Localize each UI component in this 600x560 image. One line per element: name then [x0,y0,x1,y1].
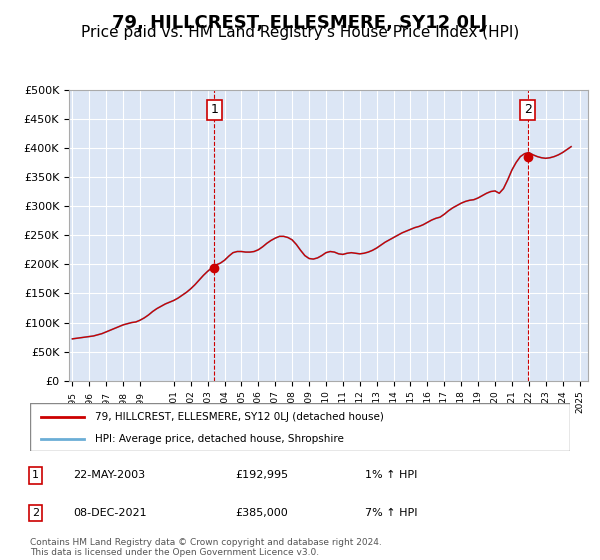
Text: £192,995: £192,995 [235,470,289,480]
Text: HPI: Average price, detached house, Shropshire: HPI: Average price, detached house, Shro… [95,434,344,444]
Text: 08-DEC-2021: 08-DEC-2021 [73,508,147,518]
Text: 7% ↑ HPI: 7% ↑ HPI [365,508,418,518]
Text: 79, HILLCREST, ELLESMERE, SY12 0LJ: 79, HILLCREST, ELLESMERE, SY12 0LJ [112,14,488,32]
Text: 1: 1 [32,470,39,480]
FancyBboxPatch shape [30,403,570,451]
Text: Contains HM Land Registry data © Crown copyright and database right 2024.
This d: Contains HM Land Registry data © Crown c… [30,538,382,557]
Text: Price paid vs. HM Land Registry's House Price Index (HPI): Price paid vs. HM Land Registry's House … [81,25,519,40]
Text: 1% ↑ HPI: 1% ↑ HPI [365,470,417,480]
Text: 2: 2 [524,104,532,116]
Text: 2: 2 [32,508,39,518]
Text: 22-MAY-2003: 22-MAY-2003 [73,470,145,480]
Text: 79, HILLCREST, ELLESMERE, SY12 0LJ (detached house): 79, HILLCREST, ELLESMERE, SY12 0LJ (deta… [95,412,383,422]
Text: £385,000: £385,000 [235,508,288,518]
Text: 1: 1 [210,104,218,116]
